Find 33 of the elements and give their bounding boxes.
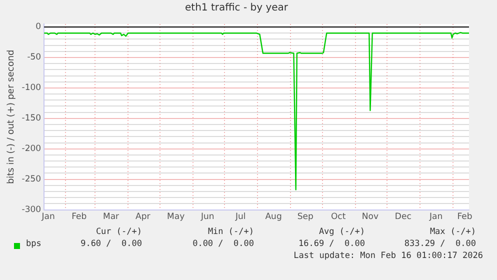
y-axis-title: bits in (-) / out (+) per second [6, 50, 17, 184]
x-tick-label: Sep [297, 212, 314, 222]
x-tick-label: Jan [40, 212, 55, 222]
text: 16.69 / 0.00 [298, 239, 365, 249]
y-tick-label: 0 [36, 22, 42, 32]
x-tick-label: Jul [234, 212, 246, 222]
x-tick-label: May [167, 212, 185, 222]
text: Last update: Mon Feb 16 01:00:17 2026 [294, 251, 483, 261]
text: Min (-/+) [208, 227, 254, 237]
text: Cur (-/+) [96, 227, 142, 237]
legend-label: bps [26, 239, 42, 249]
text: 833.29 / 0.00 [404, 239, 476, 249]
y-tick-label: -300 [22, 205, 42, 216]
x-tick-label: Nov [362, 212, 379, 222]
x-tick-label: Dec [394, 212, 412, 222]
chart-title: eth1 traffic - by year [185, 2, 289, 14]
x-tick-label: Mar [102, 212, 120, 222]
x-tick-label: Oct [330, 212, 346, 222]
y-tick-label: -50 [27, 52, 42, 63]
x-tick-label: Feb [457, 212, 472, 222]
y-tick-label: -150 [22, 114, 42, 124]
x-tick-label: Jun [200, 212, 214, 222]
x-tick-label: Apr [136, 212, 151, 222]
text: 9.60 / 0.00 [80, 239, 142, 249]
text: Avg (-/+) [318, 227, 365, 237]
y-tick-label: -200 [22, 144, 42, 154]
x-tick-label: Feb [72, 212, 87, 222]
x-tick-label: Aug [265, 212, 282, 222]
text: 0.00 / 0.00 [192, 239, 254, 249]
x-tick-label: Jan [428, 212, 443, 222]
text: Max (-/+) [430, 227, 476, 237]
y-tick-label: -100 [22, 83, 42, 94]
y-tick-label: -250 [22, 174, 42, 185]
